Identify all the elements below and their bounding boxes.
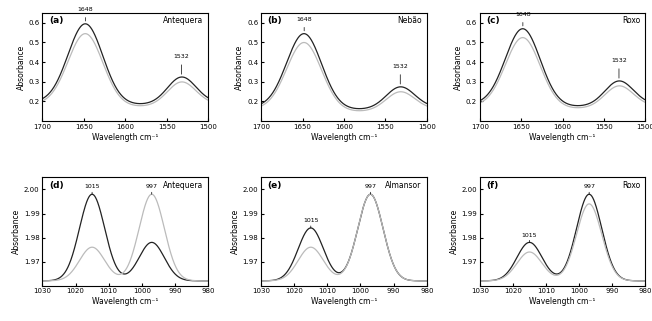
Text: 1015: 1015 <box>522 233 537 242</box>
Y-axis label: Absorbance: Absorbance <box>231 209 240 254</box>
Text: 1648: 1648 <box>297 17 312 31</box>
Text: Almansor: Almansor <box>385 181 422 190</box>
X-axis label: Wavelength cm⁻¹: Wavelength cm⁻¹ <box>529 297 596 306</box>
Text: Roxo: Roxo <box>622 16 640 25</box>
Text: 1648: 1648 <box>78 7 93 21</box>
Text: (f): (f) <box>486 181 499 190</box>
X-axis label: Wavelength cm⁻¹: Wavelength cm⁻¹ <box>311 133 377 142</box>
Text: 1648: 1648 <box>515 12 531 26</box>
X-axis label: Wavelength cm⁻¹: Wavelength cm⁻¹ <box>311 297 377 306</box>
Text: 997: 997 <box>583 185 595 194</box>
Text: (d): (d) <box>49 181 64 190</box>
X-axis label: Wavelength cm⁻¹: Wavelength cm⁻¹ <box>92 297 158 306</box>
X-axis label: Wavelength cm⁻¹: Wavelength cm⁻¹ <box>529 133 596 142</box>
Text: 997: 997 <box>364 185 376 194</box>
Text: 1532: 1532 <box>393 64 408 84</box>
Y-axis label: Absorbance: Absorbance <box>449 209 458 254</box>
Y-axis label: Absorbance: Absorbance <box>235 44 244 90</box>
Y-axis label: Absorbance: Absorbance <box>454 44 463 90</box>
Text: Roxo: Roxo <box>622 181 640 190</box>
Text: (a): (a) <box>49 16 63 25</box>
Y-axis label: Absorbance: Absorbance <box>16 44 25 90</box>
Text: 1532: 1532 <box>173 54 190 74</box>
Text: 1532: 1532 <box>611 58 627 78</box>
Text: 1015: 1015 <box>303 218 319 228</box>
Text: Nebão: Nebão <box>397 16 422 25</box>
X-axis label: Wavelength cm⁻¹: Wavelength cm⁻¹ <box>92 133 158 142</box>
Text: Antequera: Antequera <box>163 16 203 25</box>
Text: 997: 997 <box>146 185 158 194</box>
Text: (c): (c) <box>486 16 500 25</box>
Y-axis label: Absorbance: Absorbance <box>12 209 21 254</box>
Text: (b): (b) <box>268 16 282 25</box>
Text: 1015: 1015 <box>84 185 100 194</box>
Text: (e): (e) <box>268 181 282 190</box>
Text: Antequera: Antequera <box>163 181 203 190</box>
